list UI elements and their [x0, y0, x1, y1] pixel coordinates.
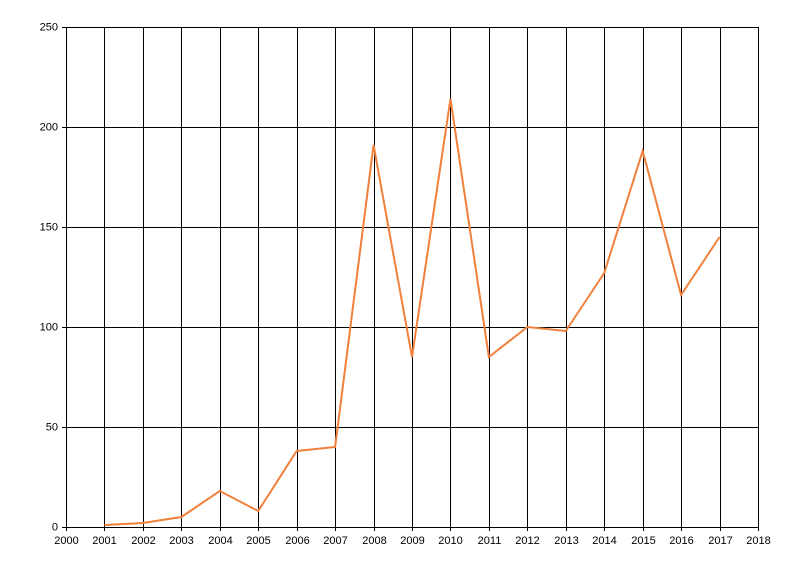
x-tick-label: 2016: [669, 535, 693, 547]
x-tick-label: 2010: [438, 535, 462, 547]
x-tick-label: 2014: [592, 535, 616, 547]
data-line: [104, 98, 721, 526]
y-tick-label: 150: [40, 221, 58, 233]
x-tick-label: 2015: [631, 535, 655, 547]
y-tick-label: 200: [40, 121, 58, 133]
y-tick-label: 50: [46, 421, 58, 433]
x-tick-label: 2003: [169, 535, 193, 547]
x-tick-label: 2005: [246, 535, 270, 547]
y-tick-label: 0: [52, 521, 58, 533]
x-tick-label: 2017: [708, 535, 732, 547]
x-tick-label: 2008: [362, 535, 386, 547]
x-tick-label: 2012: [515, 535, 539, 547]
x-tick-label: 2011: [478, 535, 502, 547]
x-tick-label: 2002: [131, 535, 155, 547]
x-tick-label: 2007: [323, 535, 347, 547]
x-tick-label: 2001: [92, 535, 116, 547]
x-tick-label: 2009: [400, 535, 424, 547]
y-tick-label: 250: [40, 21, 58, 33]
x-tick-label: 2013: [554, 535, 578, 547]
x-tick-label: 2004: [208, 535, 232, 547]
x-tick-label: 2006: [285, 535, 309, 547]
x-tick-label: 2018: [746, 535, 770, 547]
y-tick-label: 100: [40, 321, 58, 333]
x-tick-label: 2000: [54, 535, 78, 547]
